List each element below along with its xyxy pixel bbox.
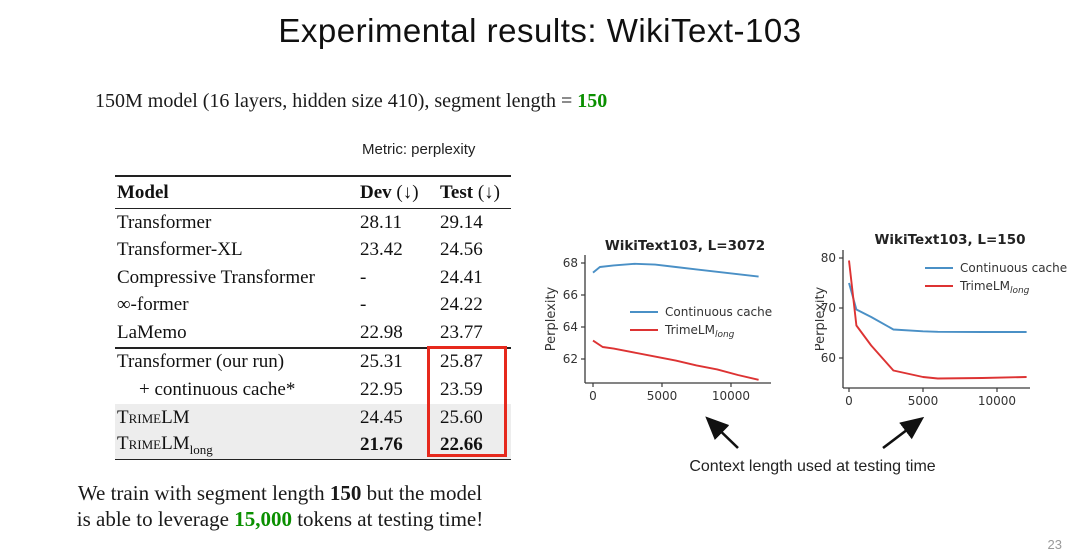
dev-value-cell: 22.98 [360, 321, 403, 343]
dev-value-cell: 22.95 [360, 379, 403, 401]
dev-value-cell: - [360, 294, 367, 316]
table-rule [115, 175, 511, 177]
chart-title: WikiText103, L=150 [875, 232, 1026, 248]
y-axis-label: Perplexity [545, 286, 559, 351]
dev-value-cell: 28.11 [360, 211, 403, 233]
y-tick-label: 62 [563, 352, 578, 366]
x-tick-label: 10000 [978, 394, 1016, 408]
test-value-cell: 25.60 [440, 406, 483, 428]
model-name-cell: Compressive Transformer [117, 266, 315, 288]
legend-label: Continuous cache [665, 305, 772, 319]
takeaway-text: We train with segment length 150 but the… [18, 480, 542, 532]
x-tick-label: 5000 [647, 389, 678, 403]
table-group: Transformer 28.11 29.14 Transformer-XL 23.42… [115, 209, 511, 347]
arrows-caption: Context length used at testing time [689, 458, 936, 475]
legend-label: TrimeLMlong [664, 323, 735, 340]
test-value-cell: 22.66 [440, 434, 483, 456]
table-row: Transformer (our run) 25.31 25.87 [115, 349, 511, 377]
x-tick-label: 5000 [908, 394, 939, 408]
arrow-right-icon [882, 416, 925, 450]
footer-line2-pre: is able to leverage [76, 507, 235, 531]
model-name-cell: LaMemo [117, 321, 187, 343]
table-rule [115, 208, 511, 209]
y-tick-label: 68 [563, 256, 578, 270]
model-name-cell: + continuous cache* [139, 379, 296, 401]
column-header: Dev (↓) [360, 181, 419, 203]
y-axis-label: Perplexity [815, 286, 828, 351]
table-row: + continuous cache* 22.95 23.59 [115, 376, 511, 404]
metric-label: Metric: perplexity [362, 141, 476, 158]
table-row: Transformer 28.11 29.14 [115, 209, 511, 237]
model-name-cell: TrimeLMlong [117, 433, 213, 457]
segment-length-value: 150 [577, 90, 608, 112]
results-table: Model Dev (↓) Test (↓) Transformer 28.11 29.1… [115, 175, 511, 461]
page-title: Experimental results: WikiText-103 [278, 12, 802, 49]
x-tick-label: 0 [589, 389, 597, 403]
footer-line2-post: tokens at testing time! [291, 507, 484, 531]
y-tick-label: 66 [563, 288, 578, 302]
legend-label: TrimeLMlong [959, 279, 1030, 296]
x-tick-label: 10000 [712, 389, 750, 403]
table-row: Compressive Transformer - 24.41 [115, 264, 511, 292]
dev-value-cell: 21.76 [360, 434, 403, 456]
footer-line1-post: but the model [361, 481, 483, 505]
model-name-cell: ∞-former [117, 294, 189, 316]
y-tick-label: 80 [821, 251, 836, 265]
chart-l3072: WikiText103, L=3072 Perplexity 62 64 66 68 0 50… [545, 238, 772, 403]
footer-line1-bold: 150 [329, 481, 362, 505]
chart-title: WikiText103, L=3072 [605, 238, 765, 254]
table-row: TrimeLM 24.45 25.60 [115, 403, 511, 432]
page-number: 23 [1047, 537, 1062, 552]
table-rule [115, 459, 511, 461]
dev-value-cell: - [360, 266, 367, 288]
table-row: ∞-former - 24.22 [115, 292, 511, 320]
test-value-cell: 29.14 [440, 211, 483, 233]
table-rule [115, 346, 511, 349]
table-row: Transformer-XL 23.42 24.56 [115, 237, 511, 265]
series-line [848, 260, 1027, 380]
test-value-cell: 24.41 [440, 266, 483, 288]
series-line [592, 339, 759, 381]
table-row: LaMemo 22.98 23.77 [115, 319, 511, 347]
y-tick-label: 64 [563, 320, 578, 334]
highlight-box [427, 346, 507, 457]
legend-label: Continuous cache [960, 261, 1067, 275]
y-tick-label: 70 [821, 301, 836, 315]
dev-value-cell: 24.45 [360, 406, 403, 428]
annotation-arrows [705, 416, 925, 450]
test-value-cell: 24.22 [440, 294, 483, 316]
arrow-left-icon [705, 416, 739, 449]
y-tick-label: 60 [821, 351, 836, 365]
x-tick-label: 0 [845, 394, 853, 408]
column-header: Test (↓) [440, 181, 500, 203]
test-value-cell: 24.56 [440, 239, 483, 261]
test-value-cell: 23.59 [440, 379, 483, 401]
model-name-cell: Transformer (our run) [117, 351, 285, 373]
series-line [592, 262, 759, 278]
model-name-cell: Transformer [117, 211, 212, 233]
model-description: 150M model (16 layers, hidden size 410),… [95, 90, 607, 113]
series-line [848, 282, 1027, 333]
model-description-text: 150M model (16 layers, hidden size 410),… [95, 90, 578, 112]
test-value-cell: 25.87 [440, 351, 483, 373]
footer-tokens-value: 15,000 [234, 507, 292, 531]
footer-line1-pre: We train with segment length [77, 481, 330, 505]
test-value-cell: 23.77 [440, 321, 483, 343]
table-group: Transformer (our run) 25.31 25.87 + continu… [115, 349, 511, 460]
column-header: Model [117, 181, 169, 203]
model-name-cell: Transformer-XL [117, 239, 243, 261]
dev-value-cell: 25.31 [360, 351, 403, 373]
table-header-row: Model Dev (↓) Test (↓) [115, 177, 511, 208]
model-name-cell: TrimeLM [117, 406, 190, 428]
dev-value-cell: 23.42 [360, 239, 403, 261]
